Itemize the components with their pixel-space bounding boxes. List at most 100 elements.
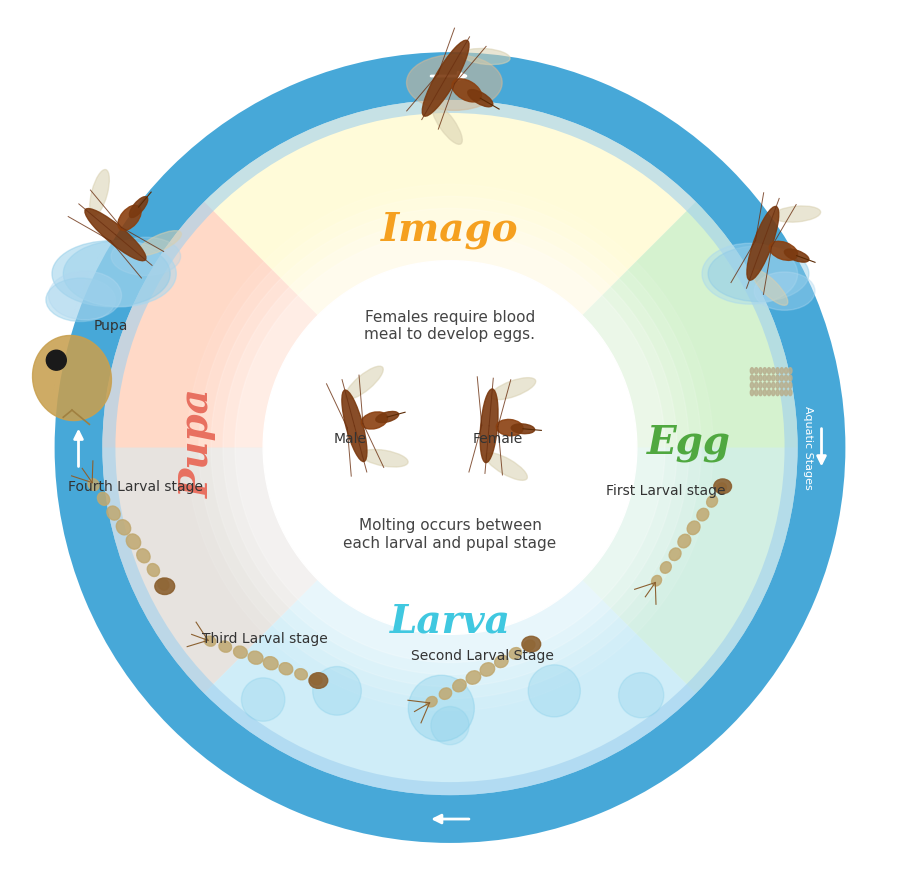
Ellipse shape (776, 368, 779, 374)
Ellipse shape (751, 389, 753, 395)
Circle shape (409, 675, 474, 741)
Ellipse shape (88, 479, 99, 490)
Ellipse shape (747, 207, 778, 280)
Ellipse shape (480, 389, 498, 462)
Ellipse shape (754, 389, 758, 395)
Ellipse shape (752, 269, 788, 305)
Circle shape (199, 196, 701, 699)
Ellipse shape (46, 278, 115, 322)
Text: Imago: Imago (382, 211, 518, 249)
Ellipse shape (776, 382, 779, 388)
Circle shape (431, 706, 469, 745)
Ellipse shape (118, 205, 141, 230)
Ellipse shape (788, 375, 792, 381)
Ellipse shape (155, 578, 175, 594)
Ellipse shape (309, 673, 328, 688)
Ellipse shape (295, 668, 308, 680)
Ellipse shape (107, 506, 121, 521)
Ellipse shape (90, 169, 109, 216)
Wedge shape (450, 202, 797, 693)
Ellipse shape (776, 375, 779, 381)
Ellipse shape (771, 382, 775, 388)
Circle shape (618, 673, 664, 718)
Ellipse shape (754, 368, 758, 374)
Ellipse shape (485, 453, 527, 481)
Ellipse shape (480, 663, 495, 676)
Ellipse shape (788, 389, 792, 395)
Ellipse shape (466, 671, 481, 684)
Ellipse shape (233, 646, 248, 658)
Ellipse shape (708, 246, 809, 302)
Ellipse shape (126, 534, 140, 549)
Ellipse shape (763, 389, 767, 395)
Ellipse shape (509, 647, 522, 659)
Ellipse shape (759, 375, 762, 381)
Text: Male: Male (334, 432, 366, 446)
Ellipse shape (422, 40, 469, 116)
Ellipse shape (491, 378, 536, 400)
Ellipse shape (452, 79, 482, 102)
Circle shape (235, 233, 665, 662)
Circle shape (241, 678, 285, 721)
Ellipse shape (158, 579, 169, 590)
Circle shape (528, 665, 580, 717)
Wedge shape (103, 448, 797, 795)
Ellipse shape (788, 368, 792, 374)
Text: Fourth Larval stage: Fourth Larval stage (68, 480, 203, 494)
Ellipse shape (754, 272, 815, 310)
Ellipse shape (130, 196, 148, 217)
Ellipse shape (751, 368, 753, 374)
Text: Third Larval stage: Third Larval stage (202, 632, 328, 646)
Ellipse shape (780, 389, 784, 395)
Ellipse shape (116, 520, 130, 535)
Ellipse shape (361, 412, 388, 429)
Ellipse shape (771, 389, 775, 395)
Ellipse shape (768, 382, 770, 388)
Ellipse shape (63, 241, 176, 307)
Ellipse shape (751, 382, 753, 388)
Text: Pupa: Pupa (94, 319, 128, 333)
Ellipse shape (706, 495, 717, 507)
Ellipse shape (219, 641, 231, 653)
Ellipse shape (754, 375, 758, 381)
Ellipse shape (669, 548, 681, 561)
Ellipse shape (770, 242, 797, 261)
Text: Aquatic Stages: Aquatic Stages (803, 406, 813, 489)
Ellipse shape (342, 390, 367, 461)
Ellipse shape (702, 243, 797, 304)
Text: Second Larval Stage: Second Larval Stage (411, 649, 554, 663)
Ellipse shape (148, 564, 159, 576)
Ellipse shape (771, 375, 775, 381)
Ellipse shape (85, 209, 146, 261)
Ellipse shape (495, 655, 508, 667)
Circle shape (187, 184, 713, 711)
Ellipse shape (204, 636, 216, 647)
Text: Egg: Egg (647, 424, 731, 462)
Ellipse shape (432, 104, 463, 144)
Ellipse shape (780, 368, 784, 374)
Ellipse shape (426, 696, 437, 707)
Ellipse shape (763, 382, 767, 388)
Ellipse shape (463, 49, 510, 64)
Ellipse shape (511, 424, 535, 434)
Ellipse shape (32, 335, 112, 421)
Text: Molting occurs between
each larval and pupal stage: Molting occurs between each larval and p… (344, 518, 556, 551)
Circle shape (263, 261, 637, 634)
Ellipse shape (780, 382, 784, 388)
Ellipse shape (759, 382, 762, 388)
Ellipse shape (688, 521, 700, 534)
Ellipse shape (361, 449, 408, 467)
Ellipse shape (759, 389, 762, 395)
Wedge shape (103, 202, 450, 693)
Ellipse shape (771, 368, 775, 374)
Wedge shape (55, 52, 845, 843)
Ellipse shape (716, 483, 726, 494)
Text: Pupa: Pupa (179, 388, 217, 498)
Ellipse shape (468, 90, 493, 107)
Ellipse shape (768, 375, 770, 381)
Text: Females require blood
meal to develop eggs.: Females require blood meal to develop eg… (364, 309, 536, 342)
Ellipse shape (776, 389, 779, 395)
Ellipse shape (310, 674, 322, 685)
Text: Female: Female (472, 432, 523, 446)
Ellipse shape (785, 382, 788, 388)
